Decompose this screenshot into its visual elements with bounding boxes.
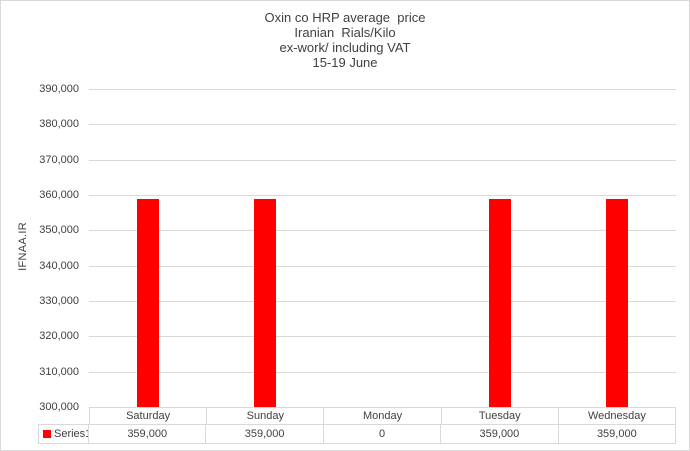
y-tick-label: 370,000: [39, 153, 79, 166]
chart-title-line-1: Oxin co HRP average price: [264, 10, 426, 25]
gridline: [89, 124, 676, 126]
y-tick-label: 300,000: [39, 401, 79, 413]
y-tick-label: 310,000: [39, 365, 79, 378]
value-cell-wednesday: 359,000: [559, 425, 677, 443]
category-cell-tuesday: Tuesday: [440, 408, 558, 424]
gridline: [89, 301, 676, 302]
value-cell-saturday: 359,000: [89, 425, 207, 443]
chart-title-line-4: 15-19 June: [312, 55, 378, 70]
category-cell-sunday: Sunday: [206, 408, 323, 424]
bar-wednesday: [606, 198, 629, 407]
series-color-swatch-icon: [43, 430, 51, 438]
bar-tuesday: [488, 198, 511, 407]
y-tick-label: 380,000: [39, 118, 79, 131]
gridline: [89, 159, 676, 161]
category-cell-monday: Monday: [323, 408, 440, 424]
y-tick-label: 340,000: [39, 259, 79, 272]
bar-saturday: [136, 198, 159, 407]
category-header-row: Saturday Sunday Monday Tuesday Wednesday: [89, 407, 677, 425]
y-tick-label: 320,000: [39, 330, 79, 343]
gridline: [89, 89, 676, 90]
gridline: [89, 265, 676, 267]
bar-sunday: [254, 198, 277, 407]
chart-title-line-3: ex-work/ including VAT: [279, 40, 411, 55]
legend: Series1: [38, 425, 89, 443]
value-cell-tuesday: 359,000: [441, 425, 559, 443]
series-label: Series1: [54, 428, 89, 440]
gridline: [89, 230, 676, 232]
y-tick-label: 350,000: [39, 224, 79, 237]
gridline: [89, 336, 676, 338]
chart-title-line-2: Iranian Rials/Kilo: [294, 25, 396, 40]
data-table-value-row: Series1 359,000 359,000 0 359,000 359,000: [38, 424, 677, 444]
value-cell-monday: 0: [324, 425, 442, 443]
gridline: [89, 371, 676, 373]
category-cell-wednesday: Wednesday: [557, 408, 677, 424]
chart-title: Oxin co HRP average price Iranian Rials/…: [1, 10, 689, 70]
plot-area: [89, 89, 676, 407]
y-tick-label: 330,000: [39, 295, 79, 307]
value-cell-sunday: 359,000: [206, 425, 324, 443]
y-tick-label: 360,000: [39, 189, 79, 201]
category-cell-saturday: Saturday: [89, 408, 206, 424]
y-tick-label: 390,000: [39, 83, 79, 95]
gridline: [89, 195, 676, 196]
